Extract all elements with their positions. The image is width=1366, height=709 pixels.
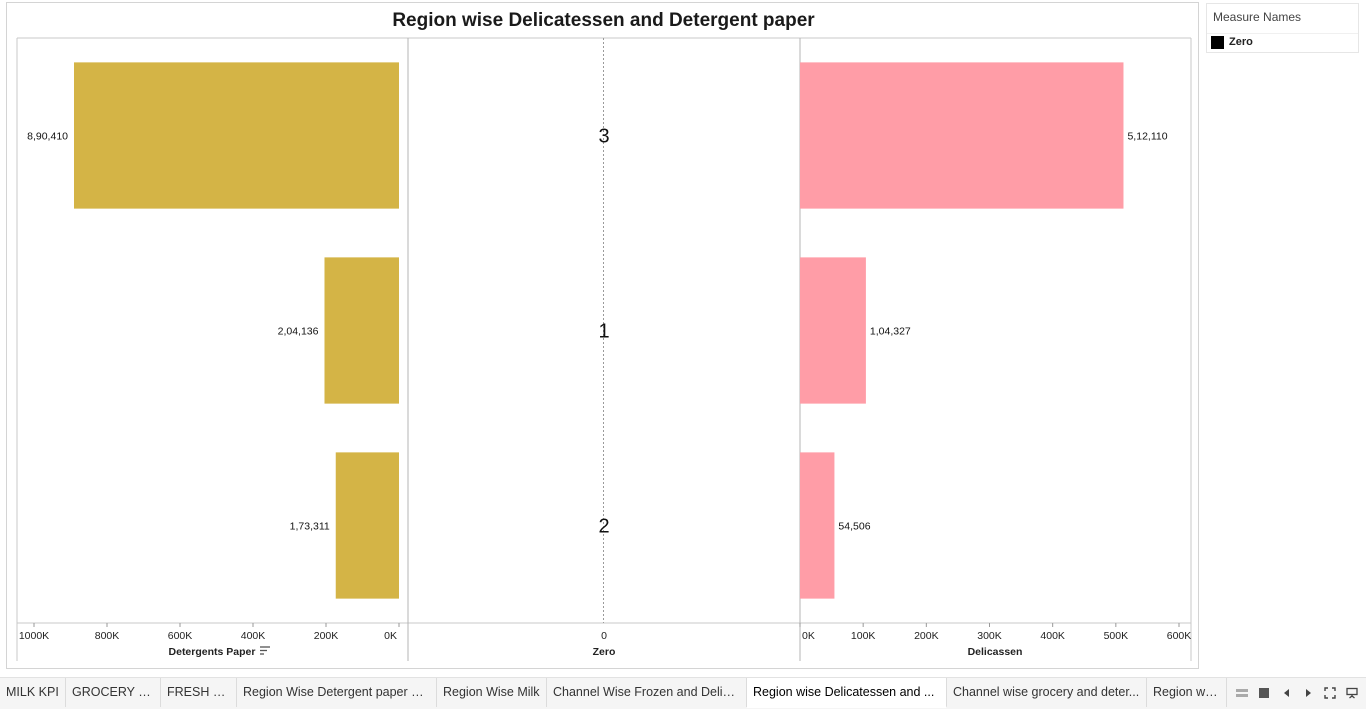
- detergents-axis-title: Detergents Paper: [169, 646, 256, 658]
- tab-region-wise-delicatessen[interactable]: Region wise Delicatessen and ...: [747, 678, 947, 708]
- detergents-bar-region-2: [335, 452, 399, 599]
- legend-swatch-zero: [1211, 36, 1224, 49]
- tab-fresh-kpi[interactable]: FRESH KPI: [161, 678, 237, 707]
- zero-axis-title: Zero: [593, 646, 616, 658]
- delicassen-bar-region-1: [800, 257, 866, 404]
- tab-channel-wise-grocery[interactable]: Channel wise grocery and deter...: [947, 678, 1147, 707]
- detergents-value-label: 8,90,410: [27, 131, 68, 143]
- detergents-tick-label: 800K: [95, 630, 120, 642]
- region-label: 3: [598, 126, 609, 148]
- delicassen-tick-label: 200K: [914, 630, 939, 642]
- dashboard-view: Region wise Delicatessen and Detergent p…: [6, 2, 1199, 669]
- chart-title: Region wise Delicatessen and Detergent p…: [392, 10, 815, 31]
- next-icon[interactable]: [1302, 687, 1314, 699]
- region-label: 2: [598, 516, 609, 538]
- legend[interactable]: Measure Names Zero: [1206, 3, 1359, 53]
- delicassen-tick-label: 400K: [1040, 630, 1065, 642]
- delicassen-value-label: 54,506: [838, 521, 870, 533]
- detergents-tick-label: 0K: [384, 630, 397, 642]
- detergents-tick-label: 1000K: [19, 630, 49, 642]
- legend-label-zero: Zero: [1229, 36, 1253, 48]
- grid-view-icon[interactable]: [1236, 687, 1248, 699]
- zero-tick-label: 0: [601, 630, 607, 642]
- tab-region-wise-detergent-paper[interactable]: Region Wise Detergent paper an...: [237, 678, 437, 707]
- delicassen-bar-region-3: [800, 62, 1124, 209]
- sheet-tab-bar: MILK KPI GROCERY KPI FRESH KPI Region Wi…: [0, 677, 1366, 709]
- tab-region-wise[interactable]: Region wise: [1147, 678, 1227, 707]
- fullscreen-icon[interactable]: [1324, 687, 1336, 699]
- delicassen-tick-label: 100K: [851, 630, 876, 642]
- legend-title: Measure Names: [1213, 10, 1302, 24]
- region-label: 1: [598, 321, 609, 343]
- delicassen-tick-label: 0K: [802, 630, 815, 642]
- detergents-bar-region-3: [74, 62, 399, 209]
- single-view-icon[interactable]: [1258, 687, 1270, 699]
- delicassen-bar-region-2: [800, 452, 835, 599]
- tab-grocery-kpi[interactable]: GROCERY KPI: [66, 678, 161, 707]
- present-icon[interactable]: [1346, 687, 1358, 699]
- detergents-tick-label: 200K: [314, 630, 339, 642]
- delicassen-tick-label: 600K: [1167, 630, 1192, 642]
- detergents-value-label: 1,73,311: [290, 521, 330, 533]
- delicassen-axis-title: Delicassen: [968, 646, 1023, 658]
- detergents-value-label: 2,04,136: [278, 326, 319, 338]
- delicassen-value-label: 5,12,110: [1127, 131, 1167, 143]
- chart-area: 8,90,410 5,12,110 3 2,04,136 1,04,327 1 1,73,3…: [16, 37, 1192, 661]
- detergents-bar-region-1: [324, 257, 399, 404]
- tab-milk-kpi[interactable]: MILK KPI: [0, 678, 66, 707]
- delicassen-tick-label: 300K: [977, 630, 1002, 642]
- tab-region-wise-milk[interactable]: Region Wise Milk: [437, 678, 547, 707]
- delicassen-value-label: 1,04,327: [870, 326, 911, 338]
- tab-channel-wise-frozen[interactable]: Channel Wise Frozen and Delica...: [547, 678, 747, 707]
- delicassen-tick-label: 500K: [1104, 630, 1129, 642]
- legend-divider: [1207, 33, 1358, 34]
- detergents-tick-label: 600K: [168, 630, 193, 642]
- previous-icon[interactable]: [1281, 687, 1293, 699]
- detergents-tick-label: 400K: [241, 630, 266, 642]
